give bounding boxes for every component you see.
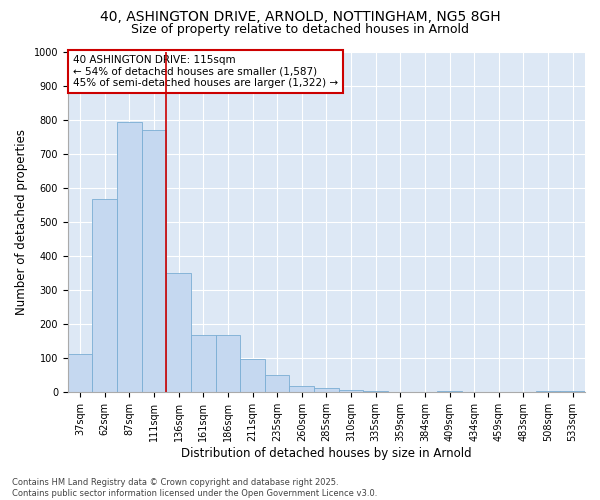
Bar <box>314 388 339 392</box>
Text: Contains HM Land Registry data © Crown copyright and database right 2025.
Contai: Contains HM Land Registry data © Crown c… <box>12 478 377 498</box>
Y-axis label: Number of detached properties: Number of detached properties <box>15 129 28 315</box>
Bar <box>536 390 560 392</box>
Bar <box>560 390 585 392</box>
Bar <box>191 336 215 392</box>
Bar <box>339 390 364 392</box>
Bar <box>437 390 462 392</box>
Bar <box>240 360 265 392</box>
Bar <box>289 386 314 392</box>
Bar <box>265 374 289 392</box>
Text: Size of property relative to detached houses in Arnold: Size of property relative to detached ho… <box>131 22 469 36</box>
Bar <box>215 336 240 392</box>
Text: 40, ASHINGTON DRIVE, ARNOLD, NOTTINGHAM, NG5 8GH: 40, ASHINGTON DRIVE, ARNOLD, NOTTINGHAM,… <box>100 10 500 24</box>
X-axis label: Distribution of detached houses by size in Arnold: Distribution of detached houses by size … <box>181 447 472 460</box>
Bar <box>92 199 117 392</box>
Bar <box>117 122 142 392</box>
Bar <box>166 273 191 392</box>
Bar <box>142 130 166 392</box>
Bar <box>364 390 388 392</box>
Bar <box>68 354 92 393</box>
Text: 40 ASHINGTON DRIVE: 115sqm
← 54% of detached houses are smaller (1,587)
45% of s: 40 ASHINGTON DRIVE: 115sqm ← 54% of deta… <box>73 55 338 88</box>
